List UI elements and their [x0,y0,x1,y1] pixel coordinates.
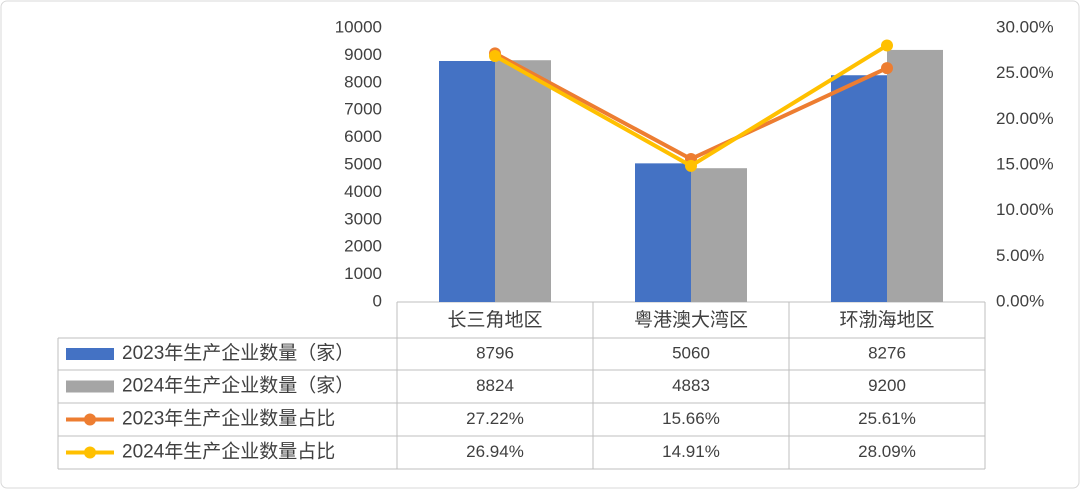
y-tick-label: 3000 [344,209,382,228]
bar [691,168,747,302]
bar [887,49,943,302]
bar [831,75,887,302]
y-tick-label: 10000 [335,17,382,36]
table-cell: 15.66% [662,409,720,428]
table-cell: 4883 [672,376,710,395]
legend-label: 2024年生产企业数量占比 [122,441,335,463]
line-marker [489,49,501,62]
y2-tick-label: 0.00% [996,291,1044,310]
y-tick-label: 4000 [344,182,382,201]
y-tick-label: 1000 [344,264,382,283]
y2-tick-label: 10.00% [996,200,1054,219]
bar [635,163,691,302]
table-cell: 8276 [868,343,906,362]
legend-label: 2023年生产企业数量占比 [122,408,335,430]
y-tick-label: 6000 [344,127,382,146]
y2-tick-label: 15.00% [996,154,1054,173]
legend-swatch [84,446,96,459]
y2-tick-label: 20.00% [996,109,1054,128]
legend-label: 2024年生产企业数量（家） [122,375,354,397]
table-cell: 28.09% [858,442,916,461]
table-cell: 25.61% [858,409,916,428]
table-cell: 9200 [868,376,906,395]
bar [439,60,495,303]
x-tick-label: 环渤海地区 [839,309,934,331]
y2-tick-label: 5.00% [996,246,1044,265]
y-tick-label: 7000 [344,100,382,119]
table-cell: 27.22% [466,409,524,428]
y-tick-label: 8000 [344,72,382,91]
legend-swatch [66,380,114,393]
table-cell: 5060 [672,343,710,362]
x-tick-label: 长三角地区 [447,309,542,331]
y2-tick-label: 25.00% [996,63,1054,82]
line-marker [881,39,893,52]
y-tick-label: 2000 [344,237,382,256]
legend-swatch [66,348,114,360]
legend-swatch [84,413,96,426]
y-tick-label: 9000 [344,45,382,64]
table-cell: 14.91% [662,442,720,461]
y-tick-label: 5000 [344,154,382,173]
y2-tick-label: 30.00% [996,17,1054,36]
table-cell: 26.94% [466,442,524,461]
legend-label: 2023年生产企业数量（家） [122,342,354,364]
y-tick-label: 0 [373,291,382,310]
line-marker [685,159,697,172]
table-cell: 8796 [476,343,514,362]
table-cell: 8824 [476,376,514,395]
line-marker [881,62,893,75]
x-tick-label: 粤港澳大湾区 [634,309,748,331]
bar [495,60,551,303]
